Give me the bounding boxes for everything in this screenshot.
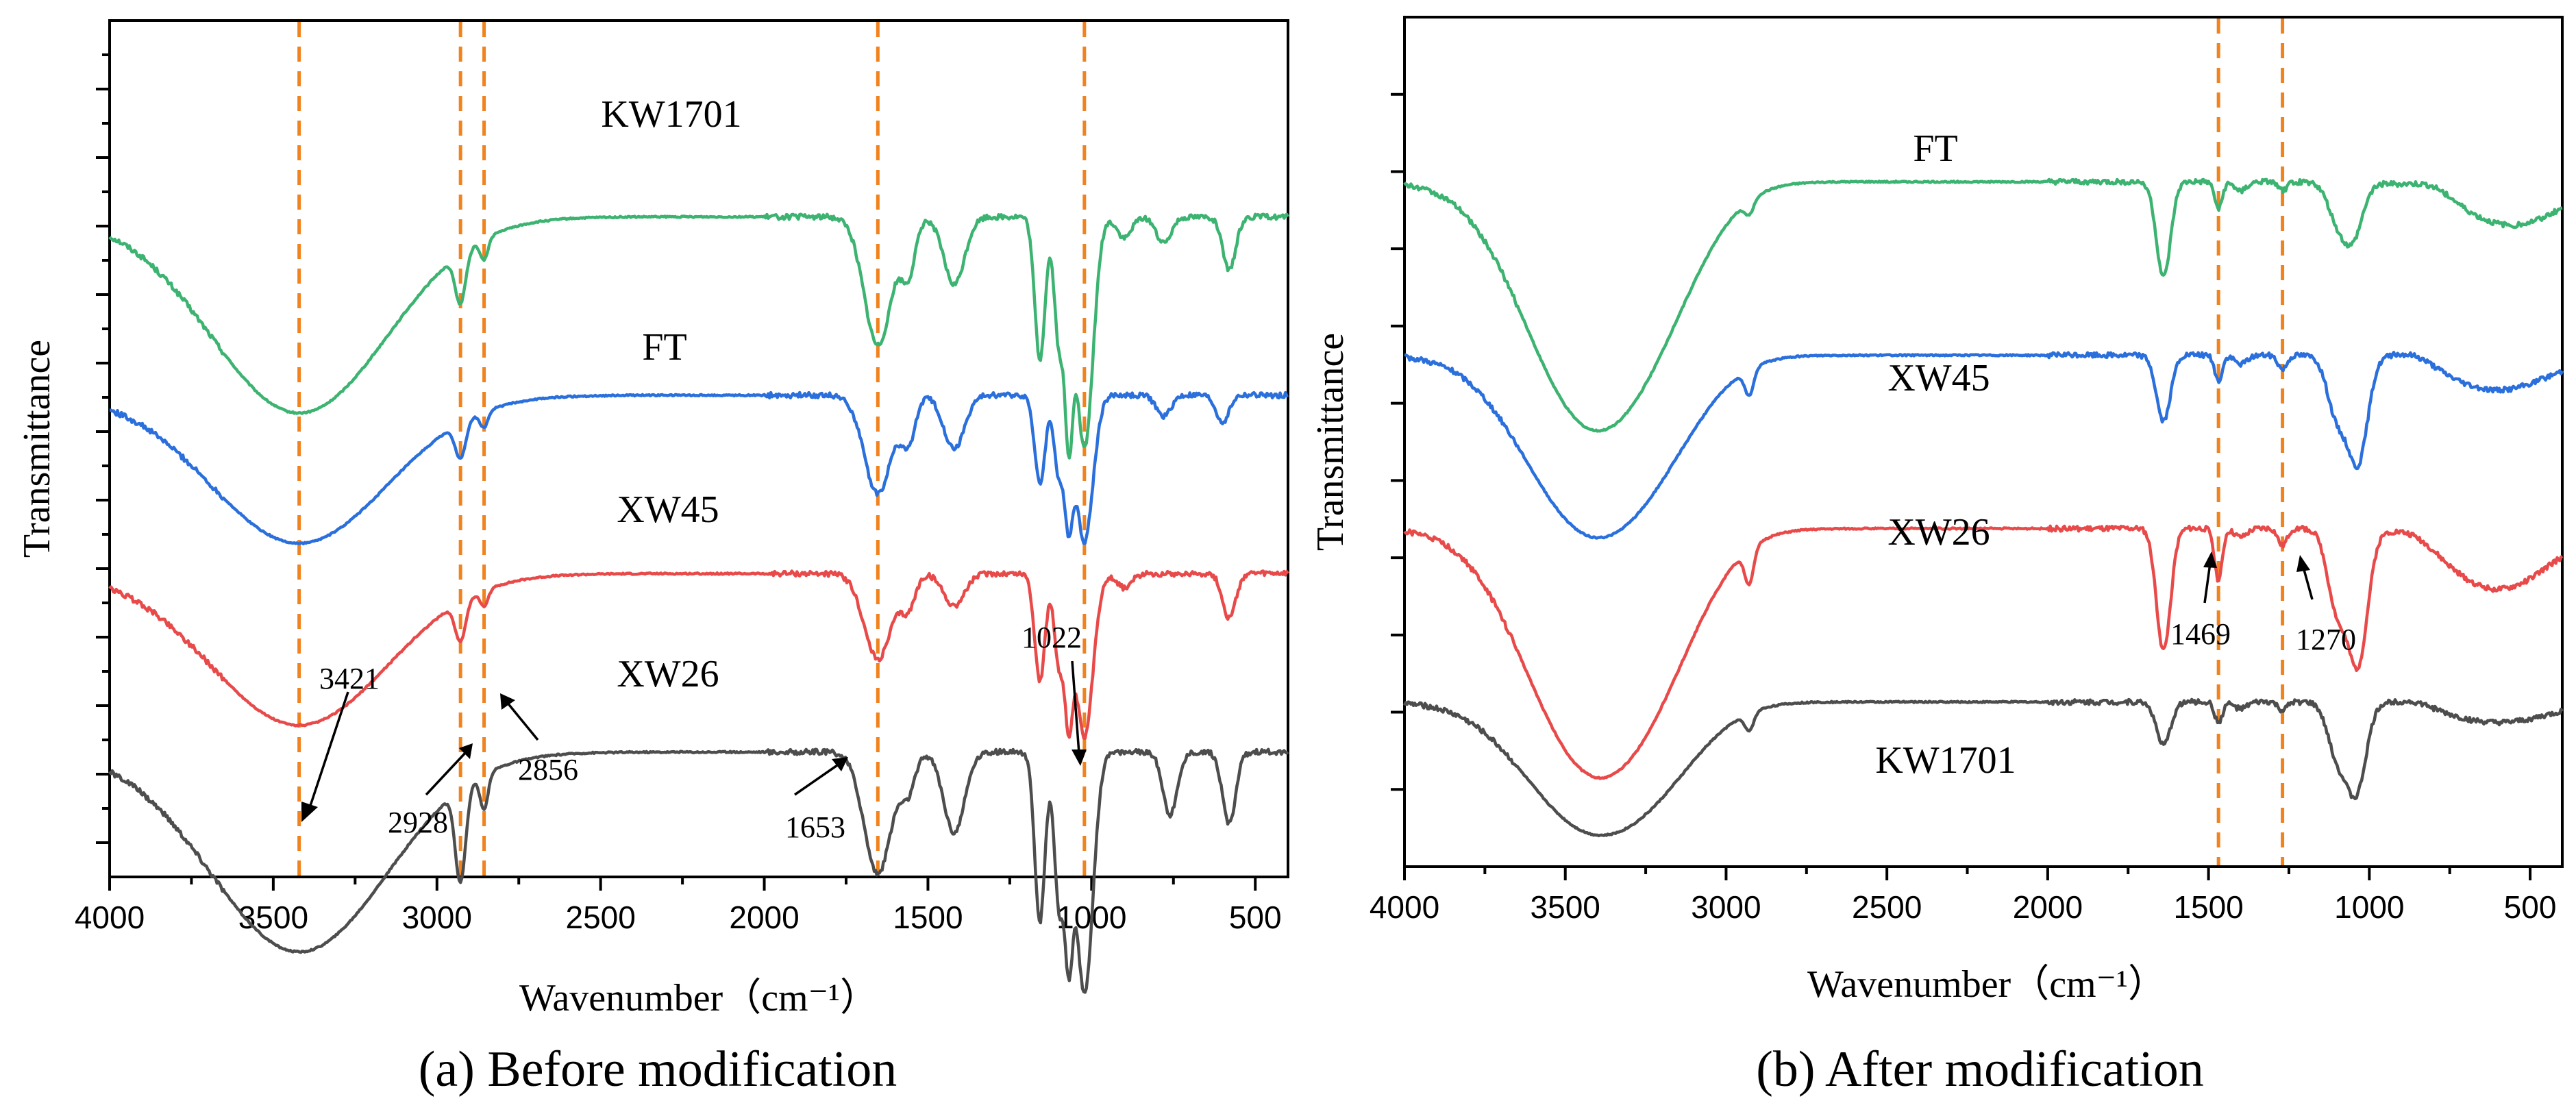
series-line-xw45 xyxy=(1404,351,2564,540)
annotation-1653-label: 1653 xyxy=(785,810,845,844)
annotation-2928: 2928 xyxy=(388,743,473,839)
panel-a-reference-lines xyxy=(297,22,1087,876)
panel-b-x-ticks: 4000 3500 3000 2500 2000 1500 1000 500 xyxy=(1370,867,2557,925)
annotation-3421-label: 3421 xyxy=(319,662,380,695)
x-tick-label: 3000 xyxy=(1691,889,1761,925)
panel-b-reference-lines xyxy=(2216,18,2285,865)
panel-a-label-xw26: XW26 xyxy=(617,653,719,695)
panel-a-label-kw1701: KW1701 xyxy=(601,93,741,136)
x-tick-label: 500 xyxy=(1229,900,1282,935)
panel-b-x-axis-label: Wavenumber（cm⁻¹） xyxy=(1807,963,2166,1006)
panel-b-label-ft: FT xyxy=(1913,127,1957,170)
x-tick-label: 3500 xyxy=(238,900,308,935)
panel-a-plot-frame xyxy=(108,19,1289,878)
panel-b-label-xw45: XW45 xyxy=(1887,357,1990,399)
annotation-1022-label: 1022 xyxy=(1021,621,1082,654)
series-line-xw26 xyxy=(108,747,1289,994)
series-line-ft xyxy=(109,391,1289,546)
series-line-xw26 xyxy=(1403,524,2564,780)
series-line-kw1701 xyxy=(108,212,1289,460)
panel-b: 4000 3500 3000 2500 2000 1500 1000 500 FT XW45 … xyxy=(1309,16,2564,1098)
x-tick-label: 2500 xyxy=(1852,889,1922,925)
x-tick-label: 3000 xyxy=(402,900,472,935)
panel-b-label-xw26: XW26 xyxy=(1887,511,1990,554)
x-tick-label: 2500 xyxy=(565,900,635,935)
annotation-2856: 2856 xyxy=(500,693,578,786)
annotation-1270: 1270 xyxy=(2296,555,2356,656)
x-tick-label: 4000 xyxy=(75,900,145,935)
annotation-2928-label: 2928 xyxy=(388,806,448,839)
panel-a-label-xw45: XW45 xyxy=(617,488,719,531)
annotation-1469: 1469 xyxy=(2170,552,2231,651)
panel-b-y-ticks xyxy=(1391,92,1404,791)
x-tick-label: 1500 xyxy=(2173,889,2243,925)
panel-a: 4000 3500 3000 2500 2000 1500 1000 500 KW1701 F… xyxy=(16,19,1289,1098)
series-line-kw1701 xyxy=(1402,697,2564,838)
series-line-ft xyxy=(1403,177,2563,433)
x-tick-label: 3500 xyxy=(1531,889,1600,925)
panel-b-y-axis-label: Transmittance xyxy=(1309,333,1352,551)
annotation-1022: 1022 xyxy=(1021,621,1087,766)
panel-b-label-kw1701: KW1701 xyxy=(1875,739,2016,782)
panel-a-curves xyxy=(108,212,1289,994)
x-tick-label: 2000 xyxy=(729,900,799,935)
x-tick-label: 500 xyxy=(2504,889,2557,925)
panel-a-y-axis-label: Transmittance xyxy=(16,340,58,558)
annotation-1469-label: 1469 xyxy=(2170,617,2231,651)
annotation-1270-label: 1270 xyxy=(2296,623,2356,656)
panel-b-caption: (b) After modification xyxy=(1756,1041,2203,1098)
x-tick-label: 1500 xyxy=(893,900,963,935)
panel-a-caption: (a) Before modification xyxy=(419,1041,897,1098)
x-tick-label: 2000 xyxy=(2013,889,2083,925)
x-tick-label: 4000 xyxy=(1370,889,1439,925)
x-tick-label: 1000 xyxy=(2334,889,2404,925)
panel-b-plot-frame xyxy=(1403,16,2564,868)
panel-a-y-ticks xyxy=(96,53,110,844)
annotation-2856-label: 2856 xyxy=(518,753,578,786)
panel-a-label-ft: FT xyxy=(642,326,686,369)
annotation-3421: 3421 xyxy=(301,662,380,822)
series-line-xw45 xyxy=(108,569,1289,741)
annotation-1653: 1653 xyxy=(785,757,848,844)
panel-b-curves xyxy=(1402,177,2564,838)
panel-a-x-axis-label: Wavenumber（cm⁻¹） xyxy=(519,977,878,1019)
panel-a-x-ticks: 4000 3500 3000 2500 2000 1500 1000 500 xyxy=(75,877,1282,935)
